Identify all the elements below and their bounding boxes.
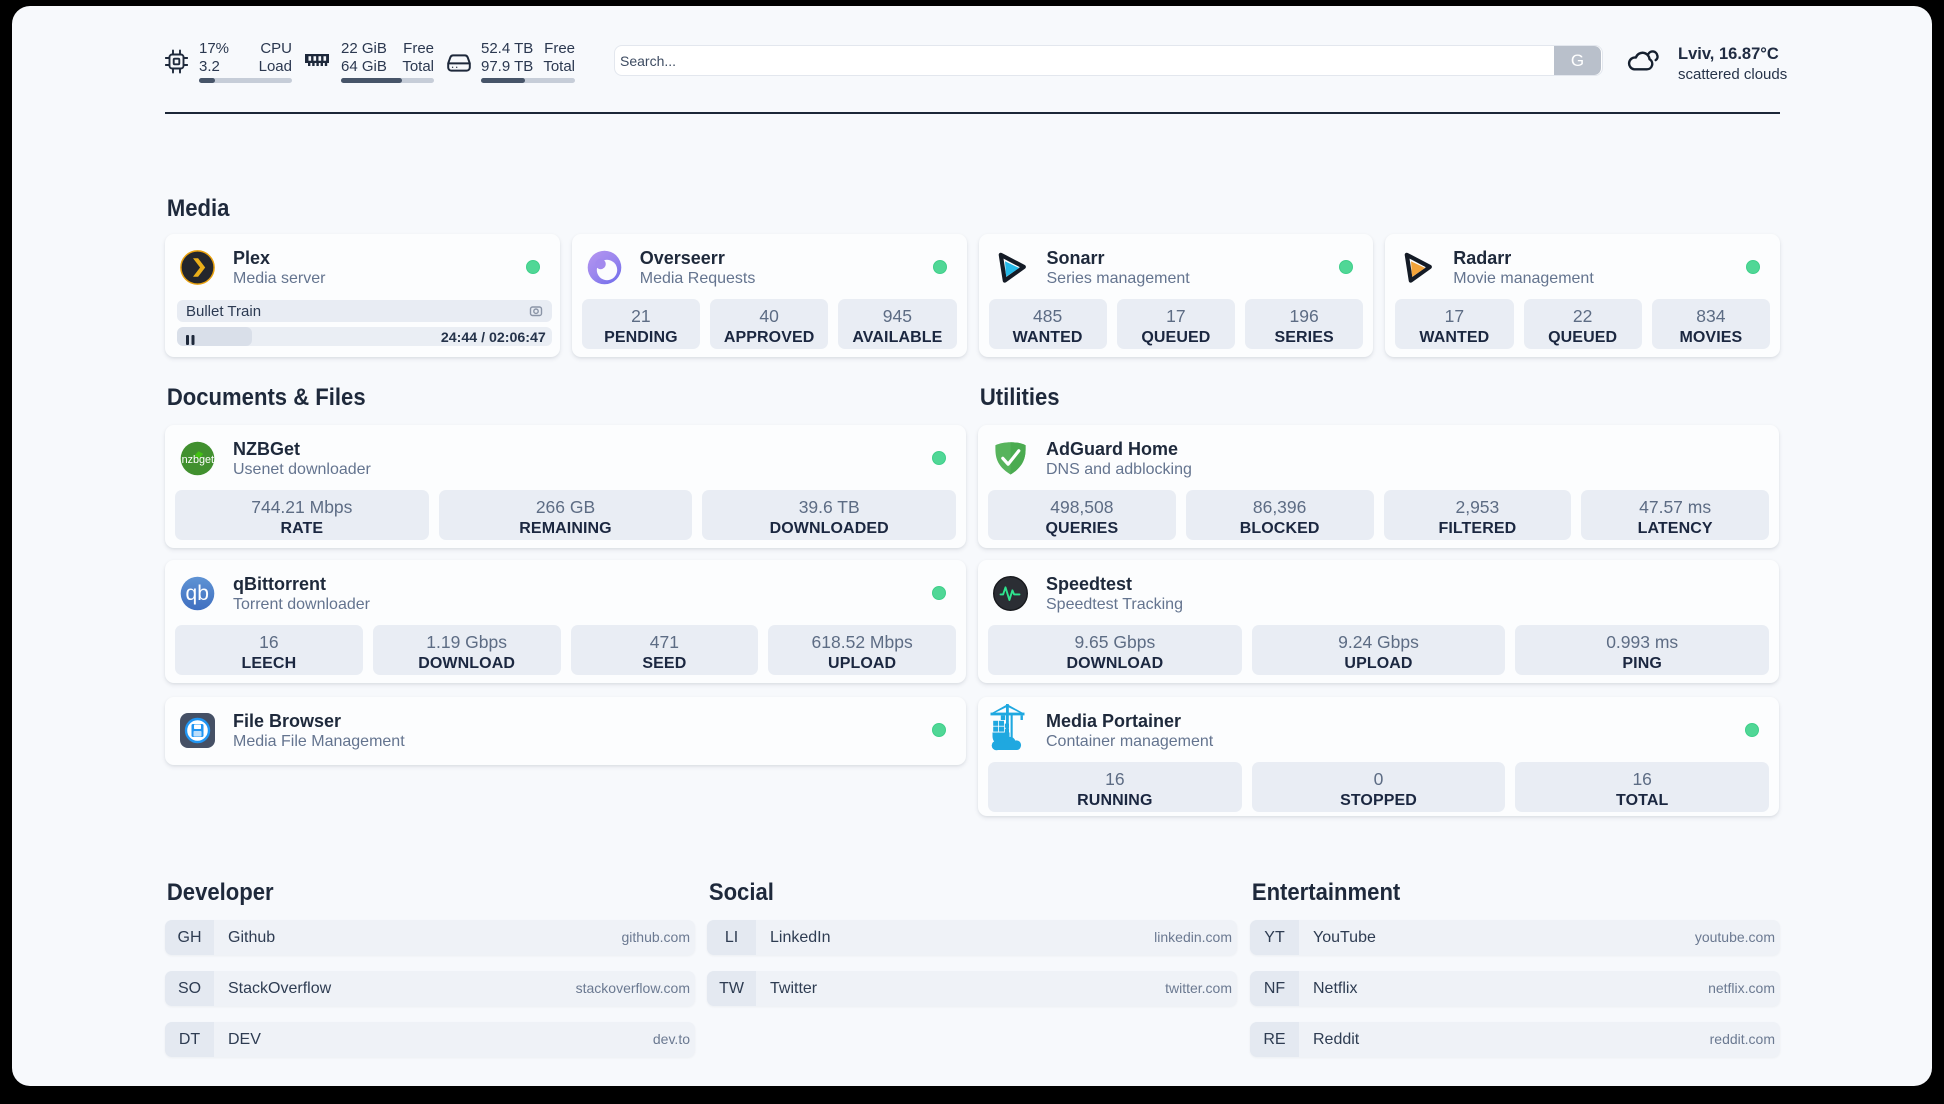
svg-text:qb: qb xyxy=(186,582,209,605)
svg-text:nzbget: nzbget xyxy=(182,454,214,466)
